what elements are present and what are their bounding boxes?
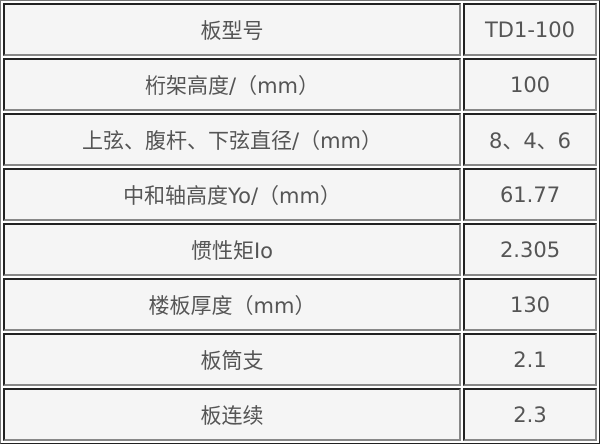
row-label: 板筒支 [3, 333, 461, 386]
table-row: 上弦、腹杆、下弦直径/（mm） 8、4、6 [3, 113, 597, 166]
row-label: 惯性矩Io [3, 223, 461, 276]
table-row: 中和轴高度Yo/（mm） 61.77 [3, 168, 597, 221]
row-value: 2.1 [463, 333, 597, 386]
row-value: 61.77 [463, 168, 597, 221]
row-label: 楼板厚度（mm） [3, 278, 461, 331]
row-value: 2.3 [463, 388, 597, 441]
table-row: 楼板厚度（mm） 130 [3, 278, 597, 331]
table-row: 板连续 2.3 [3, 388, 597, 441]
table-row: 板型号 TD1-100 [3, 3, 597, 56]
row-value: 2.305 [463, 223, 597, 276]
row-value: TD1-100 [463, 3, 597, 56]
table-row: 板筒支 2.1 [3, 333, 597, 386]
row-label: 板型号 [3, 3, 461, 56]
row-value: 100 [463, 58, 597, 111]
table-row: 桁架高度/（mm） 100 [3, 58, 597, 111]
row-value: 8、4、6 [463, 113, 597, 166]
table-row: 惯性矩Io 2.305 [3, 223, 597, 276]
row-label: 中和轴高度Yo/（mm） [3, 168, 461, 221]
row-label: 上弦、腹杆、下弦直径/（mm） [3, 113, 461, 166]
row-label: 板连续 [3, 388, 461, 441]
row-label: 桁架高度/（mm） [3, 58, 461, 111]
row-value: 130 [463, 278, 597, 331]
